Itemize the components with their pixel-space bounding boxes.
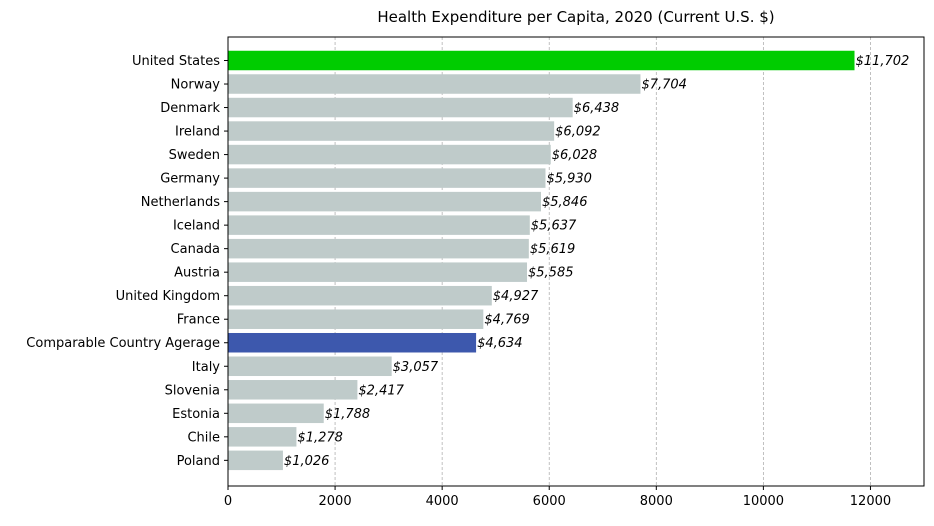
- value-label: $1,278: [297, 430, 343, 445]
- x-tick-label: 12000: [850, 494, 891, 509]
- bar-denmark: [228, 97, 573, 118]
- x-tick-label: 8000: [640, 494, 673, 509]
- category-label: Austria: [174, 266, 220, 281]
- bar-france: [228, 309, 484, 329]
- bar-chile: [228, 427, 297, 447]
- value-labels: $11,702 $7,704 $6,438 $6,092 $6,028 $5,930 $5,…: [284, 54, 909, 469]
- value-label: $1,026: [284, 454, 330, 469]
- value-label: $3,057: [393, 360, 439, 375]
- plot-frame: [227, 36, 925, 487]
- category-label: Canada: [171, 242, 220, 257]
- bar-united-states: [228, 50, 855, 71]
- category-label: Chile: [187, 430, 220, 445]
- bar-comparable-country-agerage: [228, 332, 477, 353]
- category-label: Netherlands: [141, 195, 220, 210]
- value-label: $2,417: [358, 383, 404, 398]
- bars: [228, 50, 855, 471]
- bar-austria: [228, 262, 528, 282]
- category-label: Germany: [160, 172, 220, 187]
- category-label: Sweden: [169, 148, 220, 163]
- value-label: $5,930: [546, 172, 592, 187]
- value-label: $6,092: [555, 125, 601, 140]
- bar-norway: [228, 74, 641, 94]
- category-labels: United States Norway Denmark Ireland Sweden G…: [26, 54, 228, 469]
- value-label: $4,634: [477, 336, 523, 351]
- bar-italy: [228, 356, 392, 377]
- bar-germany: [228, 168, 546, 188]
- chart-title: Health Expenditure per Capita, 2020 (Cur…: [377, 8, 774, 26]
- category-label: Denmark: [160, 101, 220, 116]
- category-label: United Kingdom: [116, 289, 220, 304]
- category-label: Comparable Country Agerage: [26, 336, 220, 351]
- value-label: $1,788: [325, 407, 371, 422]
- category-label: Italy: [192, 360, 221, 375]
- category-label: Norway: [171, 78, 221, 93]
- bar-estonia: [228, 403, 324, 424]
- value-label: $6,438: [574, 101, 620, 116]
- bar-poland: [228, 450, 283, 471]
- category-label: Poland: [177, 454, 220, 469]
- bar-slovenia: [228, 380, 358, 400]
- value-label: $4,769: [484, 313, 530, 328]
- category-label: Estonia: [172, 407, 220, 422]
- value-label: $11,702: [856, 54, 910, 69]
- x-tick-label: 10000: [743, 494, 784, 509]
- value-label: $6,028: [552, 148, 598, 163]
- bar-netherlands: [228, 191, 541, 212]
- bar-united-kingdom: [228, 285, 492, 306]
- category-label: France: [177, 313, 220, 328]
- category-label: Ireland: [175, 125, 220, 140]
- value-label: $5,637: [531, 219, 577, 234]
- bar-canada: [228, 238, 529, 259]
- bar-ireland: [228, 121, 555, 141]
- x-tick-label: 6000: [533, 494, 566, 509]
- x-tick-label: 4000: [426, 494, 459, 509]
- value-label: $7,704: [641, 78, 687, 93]
- value-label: $5,846: [542, 195, 588, 210]
- value-label: $5,585: [528, 266, 574, 281]
- category-label: Slovenia: [165, 383, 220, 398]
- x-tick-label: 0: [224, 494, 232, 509]
- x-axis-ticks: 0 2000 4000 6000 8000 10000 12000: [224, 486, 891, 509]
- value-label: $5,619: [530, 242, 576, 257]
- category-label: United States: [132, 54, 220, 69]
- bar-sweden: [228, 144, 551, 165]
- value-label: $4,927: [493, 289, 539, 304]
- bar-iceland: [228, 215, 530, 235]
- x-tick-label: 2000: [319, 494, 352, 509]
- category-label: Iceland: [173, 219, 220, 234]
